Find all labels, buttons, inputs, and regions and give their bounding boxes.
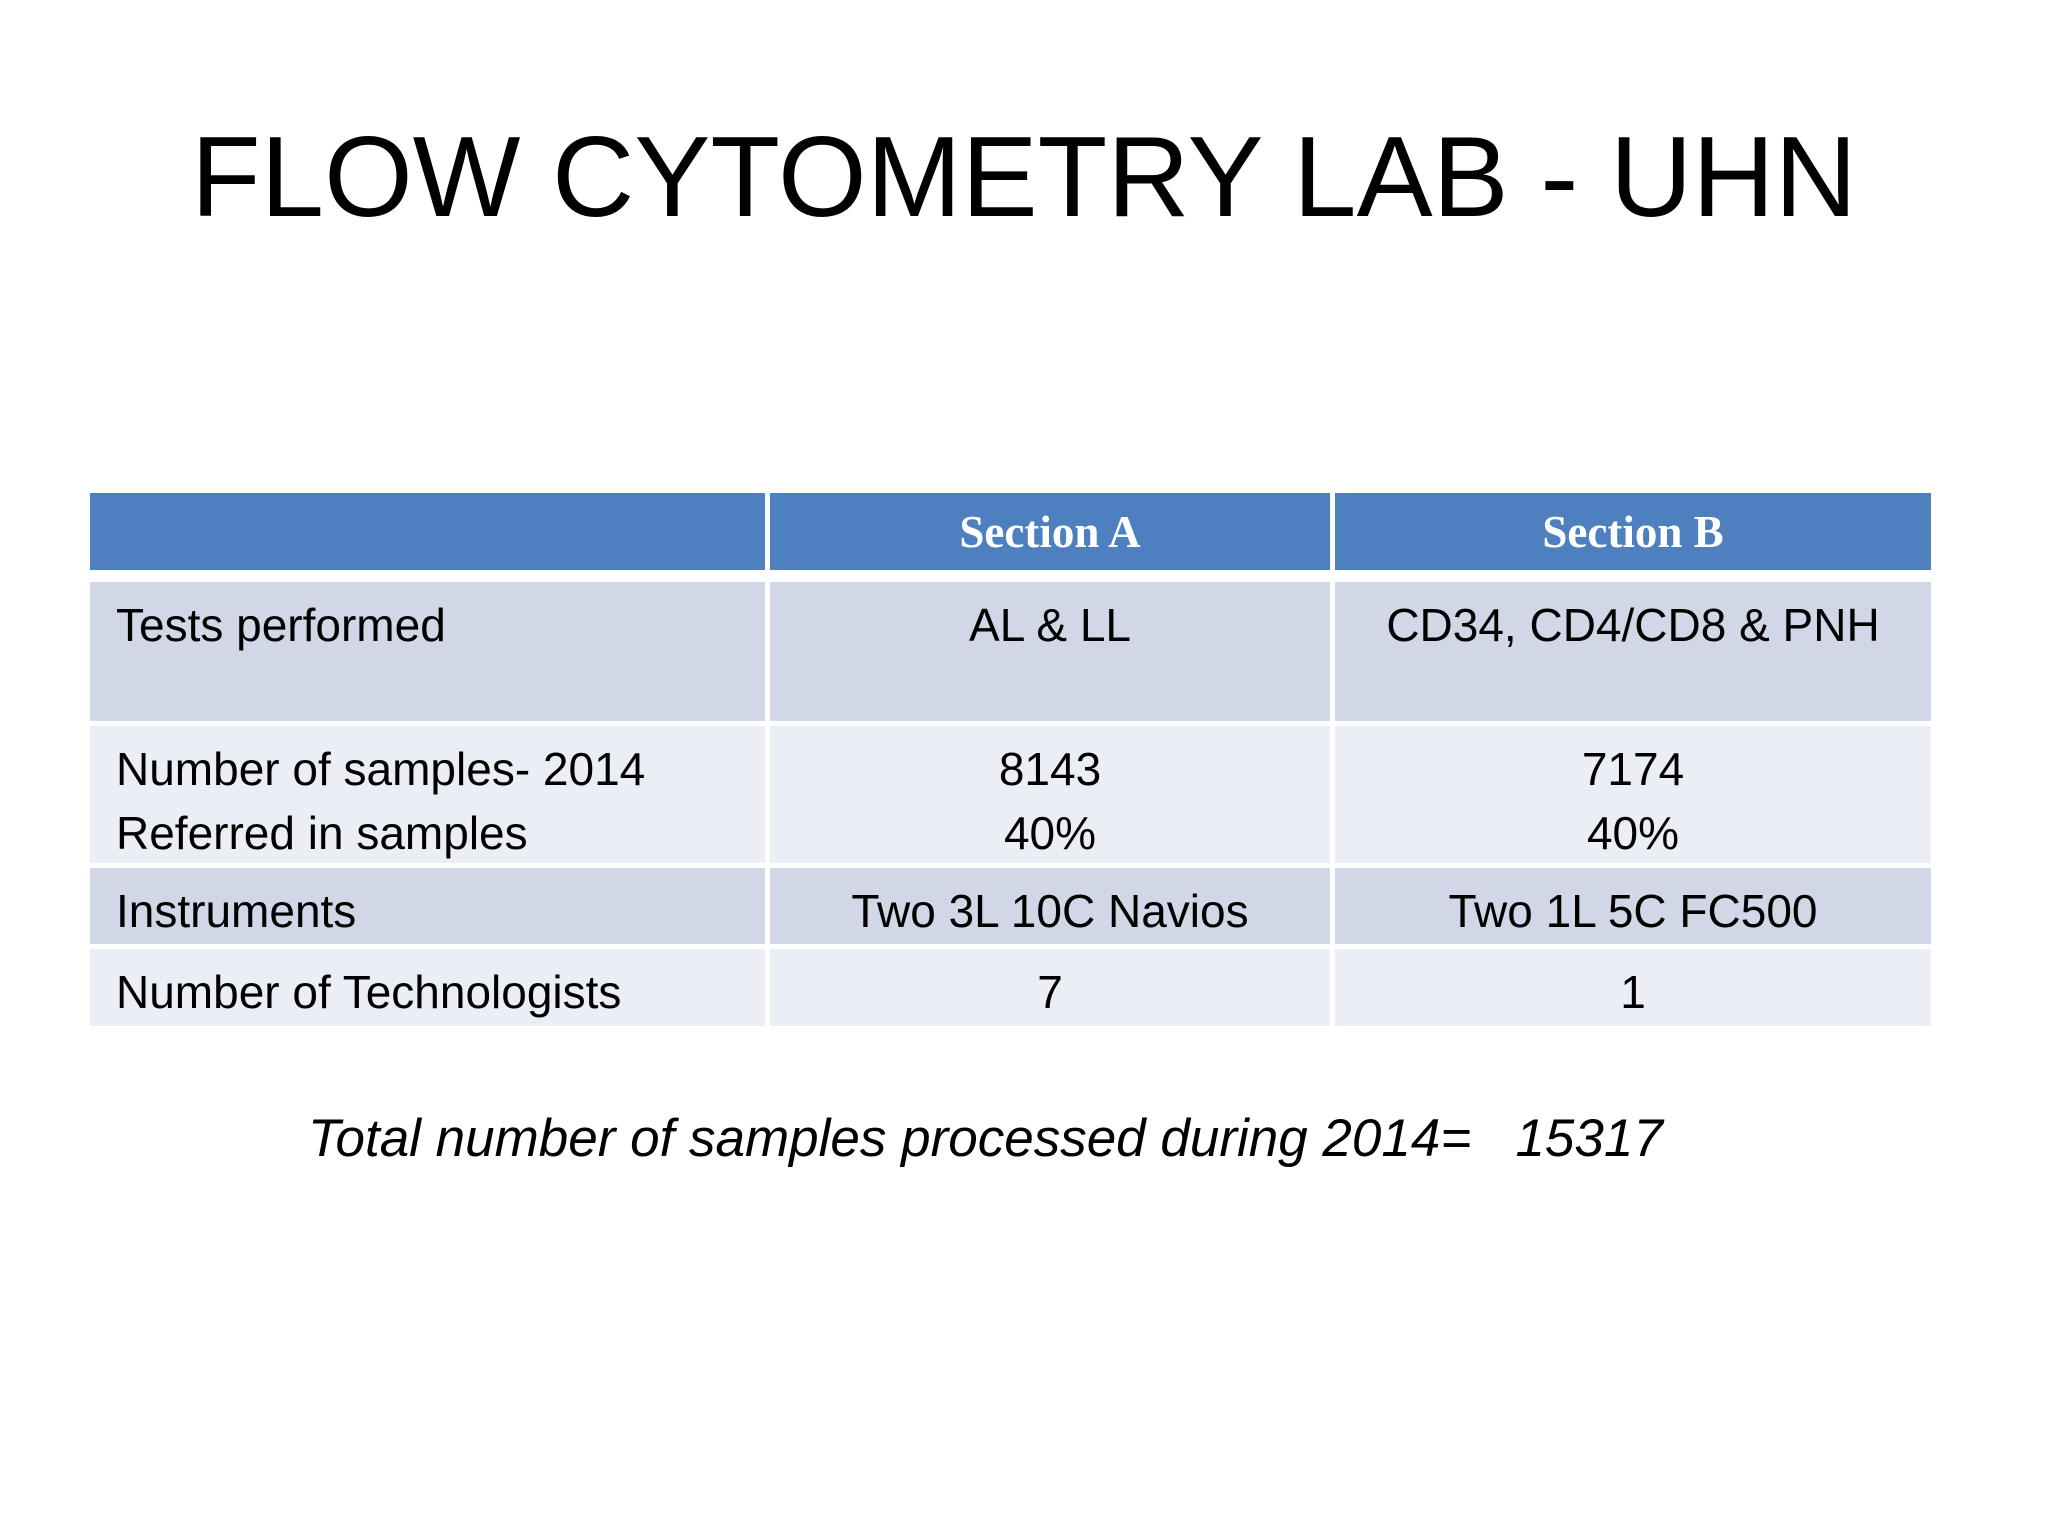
- table-header-row: Section A Section B: [90, 493, 1931, 570]
- section-a-value: 7: [770, 949, 1330, 1026]
- table-header-empty-cell: [90, 493, 765, 570]
- section-b-line2: 40%: [1586, 807, 1680, 860]
- row-label: Number of Technologists: [90, 949, 765, 1026]
- total-samples-note: Total number of samples processed during…: [308, 1109, 1663, 1168]
- row-label-line2: Referred in samples: [116, 807, 528, 860]
- section-b-value: Two 1L 5C FC500: [1335, 868, 1931, 944]
- section-b-line1: 7174: [1581, 743, 1685, 795]
- row-label-line1: Number of samples- 2014: [116, 743, 646, 795]
- table-row-number-of-samples: Number of samples- 2014 Referred in samp…: [90, 726, 1931, 863]
- section-b-value: CD34, CD4/CD8 & PNH: [1335, 582, 1931, 721]
- table-header-section-a: Section A: [770, 493, 1330, 570]
- table-header-section-b: Section B: [1335, 493, 1931, 570]
- section-b-value: 1: [1335, 949, 1931, 1026]
- row-label: Instruments: [90, 868, 765, 944]
- table-row-number-of-technologists: Number of Technologists 7 1: [90, 949, 1931, 1026]
- slide-title: FLOW CYTOMETRY LAB - UHN: [191, 114, 1857, 241]
- section-a-value: Two 3L 10C Navios: [770, 868, 1330, 944]
- table-row-tests-performed: Tests performed AL & LL CD34, CD4/CD8 & …: [90, 582, 1931, 721]
- section-b-value: 7174 40%: [1335, 726, 1931, 863]
- section-a-value: 8143 40%: [770, 726, 1330, 863]
- row-label: Number of samples- 2014 Referred in samp…: [90, 726, 765, 863]
- row-label: Tests performed: [90, 582, 765, 721]
- section-a-value: AL & LL: [770, 582, 1330, 721]
- section-a-line1: 8143: [998, 743, 1102, 795]
- table-row-instruments: Instruments Two 3L 10C Navios Two 1L 5C …: [90, 868, 1931, 944]
- section-a-line2: 40%: [1003, 807, 1097, 860]
